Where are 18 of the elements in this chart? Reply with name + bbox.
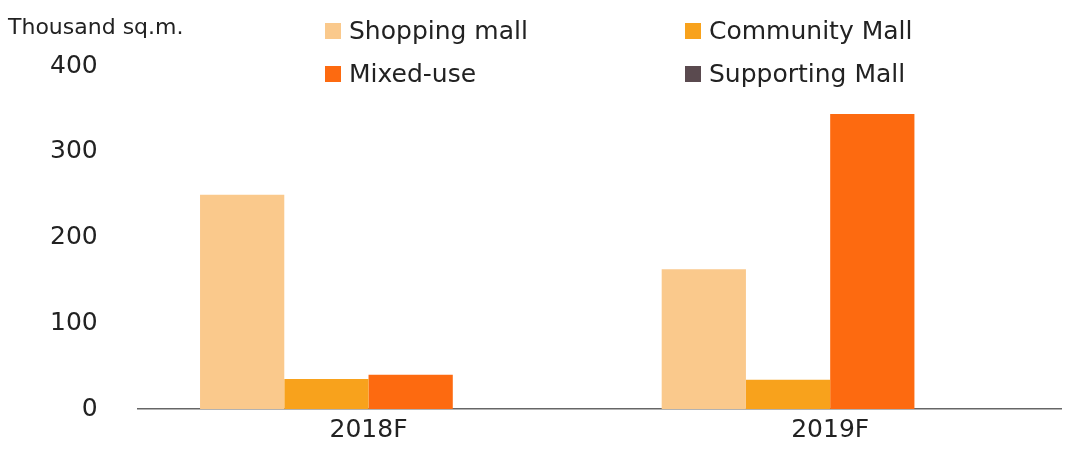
bar <box>200 194 285 409</box>
bar <box>661 269 746 409</box>
y-tick-label: 300 <box>50 135 98 165</box>
y-axis-title: Thousand sq.m. <box>8 14 184 39</box>
y-tick-label: 200 <box>50 221 98 250</box>
y-tick-label: 400 <box>50 49 98 79</box>
bar <box>830 114 915 409</box>
y-tick-label: 100 <box>50 306 98 336</box>
legend-label: Community Mall <box>709 16 913 45</box>
bar <box>368 374 453 409</box>
bar <box>745 379 831 409</box>
x-tick-label: 2018F <box>329 413 408 443</box>
legend-label: Mixed-use <box>349 59 477 88</box>
bar <box>284 378 369 409</box>
legend-label: Supporting Mall <box>709 59 906 88</box>
legend-label: Shopping mall <box>349 16 528 45</box>
x-tick-label: 2019F <box>791 413 870 443</box>
y-tick-label: 0 <box>81 392 98 422</box>
